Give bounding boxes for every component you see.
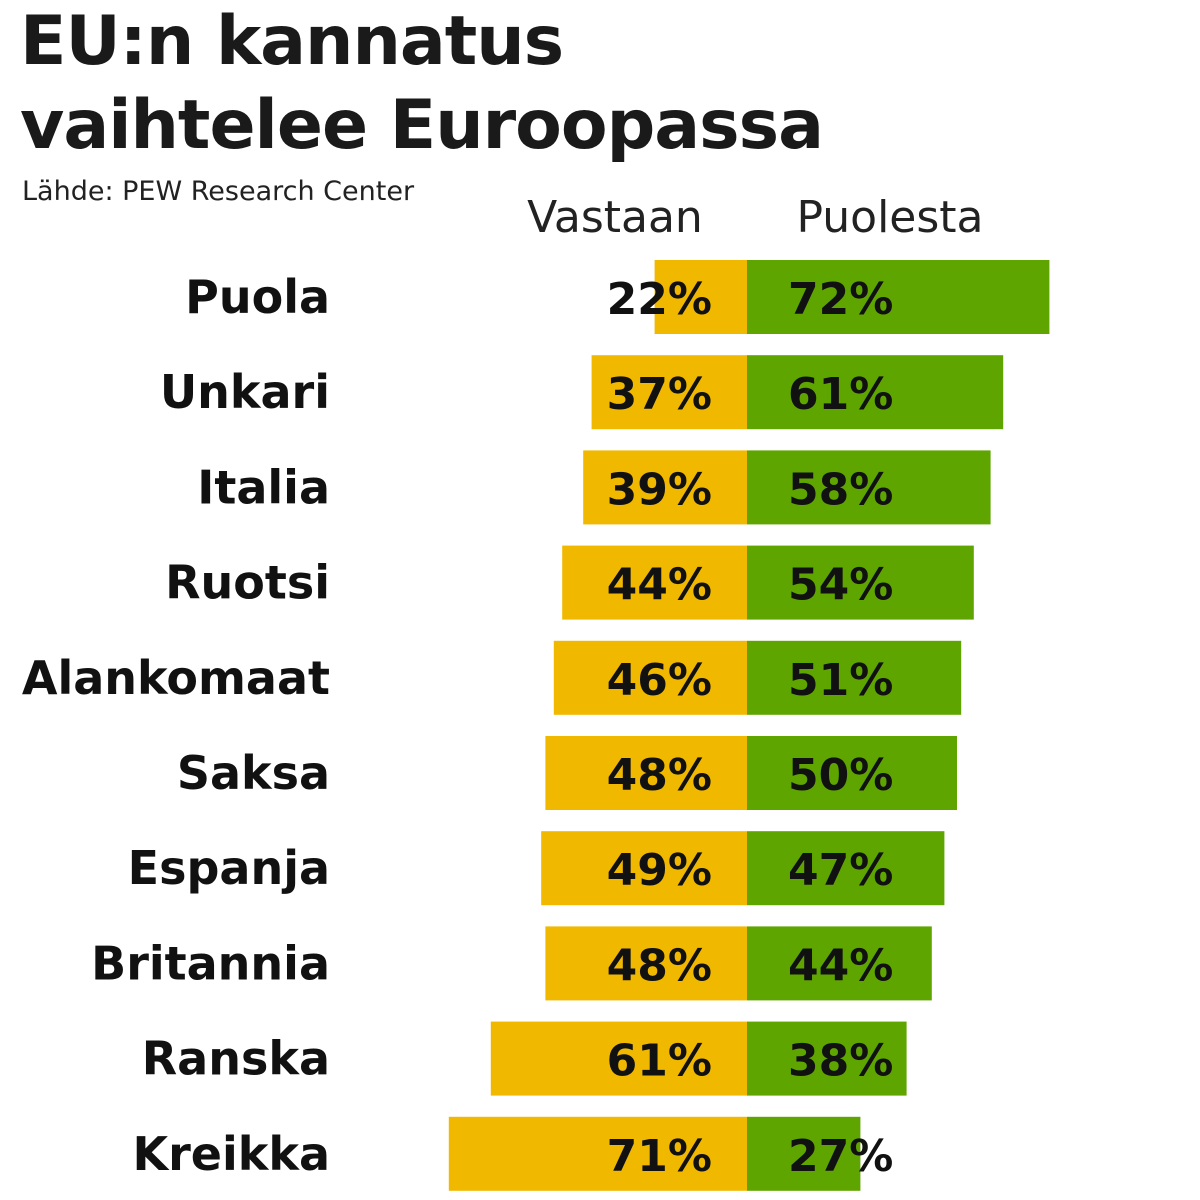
bar-puolesta-unkari	[747, 355, 1004, 430]
value-label-vastaan: 37%	[607, 369, 712, 420]
value-label-vastaan: 46%	[607, 655, 712, 706]
value-label-vastaan: 61%	[607, 1036, 712, 1087]
country-label: Britannia	[91, 936, 330, 990]
value-label-puolesta: 58%	[788, 464, 893, 515]
value-label-vastaan: 39%	[607, 464, 712, 515]
value-label-puolesta: 44%	[788, 940, 893, 991]
bar-vastaan-italia	[583, 450, 747, 525]
bar-vastaan-puola	[654, 260, 747, 334]
value-label-vastaan: 44%	[607, 560, 712, 611]
bar-vastaan-unkari	[591, 355, 747, 430]
country-label: Puola	[185, 270, 330, 324]
chart-source: Lähde: PEW Research Center	[22, 176, 415, 207]
bar-vastaan-saksa	[545, 736, 747, 810]
bar-vastaan-britannia	[545, 926, 747, 1001]
country-label: Espanja	[128, 841, 330, 895]
country-label: Ranska	[142, 1032, 330, 1086]
country-label: Kreikka	[132, 1127, 330, 1181]
value-label-puolesta: 38%	[788, 1036, 893, 1087]
value-label-vastaan: 48%	[607, 750, 712, 801]
legend-label-puolesta: Puolesta	[797, 192, 984, 243]
chart-title: EU:n kannatus vaihtelee Euroopassa	[20, 0, 1180, 168]
bar-puolesta-alankomaat	[747, 640, 962, 715]
bar-vastaan-ranska	[490, 1021, 747, 1096]
value-label-puolesta: 50%	[788, 750, 893, 801]
value-label-vastaan: 49%	[607, 845, 712, 896]
bar-vastaan-alankomaat	[553, 640, 747, 715]
value-label-vastaan: 71%	[607, 1131, 712, 1182]
bar-puolesta-britannia	[747, 926, 932, 1001]
country-label: Saksa	[177, 746, 330, 800]
value-label-vastaan: 48%	[607, 940, 712, 991]
bar-puolesta-espanja	[747, 831, 945, 906]
bar-puolesta-ruotsi	[747, 545, 974, 620]
value-label-puolesta: 61%	[788, 369, 893, 420]
bar-vastaan-espanja	[541, 831, 747, 906]
country-label: Alankomaat	[22, 651, 330, 705]
value-label-puolesta: 51%	[788, 655, 893, 706]
bar-puolesta-puola	[747, 260, 1050, 334]
country-label: Unkari	[160, 365, 330, 419]
bar-puolesta-kreikka	[747, 1116, 861, 1191]
bar-vastaan-kreikka	[448, 1116, 747, 1191]
value-label-vastaan: 22%	[607, 274, 712, 325]
legend-label-vastaan: Vastaan	[527, 192, 703, 243]
value-label-puolesta: 54%	[788, 560, 893, 611]
country-label: Ruotsi	[165, 556, 330, 610]
chart-title-line-2: vaihtelee Euroopassa	[20, 86, 824, 165]
bar-puolesta-ranska	[747, 1021, 907, 1096]
value-label-puolesta: 27%	[788, 1131, 893, 1182]
bar-puolesta-italia	[747, 450, 991, 525]
value-label-puolesta: 47%	[788, 845, 893, 896]
bar-vastaan-ruotsi	[562, 545, 747, 620]
value-label-puolesta: 72%	[788, 274, 893, 325]
country-label: Italia	[197, 460, 330, 514]
bar-puolesta-saksa	[747, 736, 957, 810]
chart-title-line-1: EU:n kannatus	[20, 2, 564, 81]
